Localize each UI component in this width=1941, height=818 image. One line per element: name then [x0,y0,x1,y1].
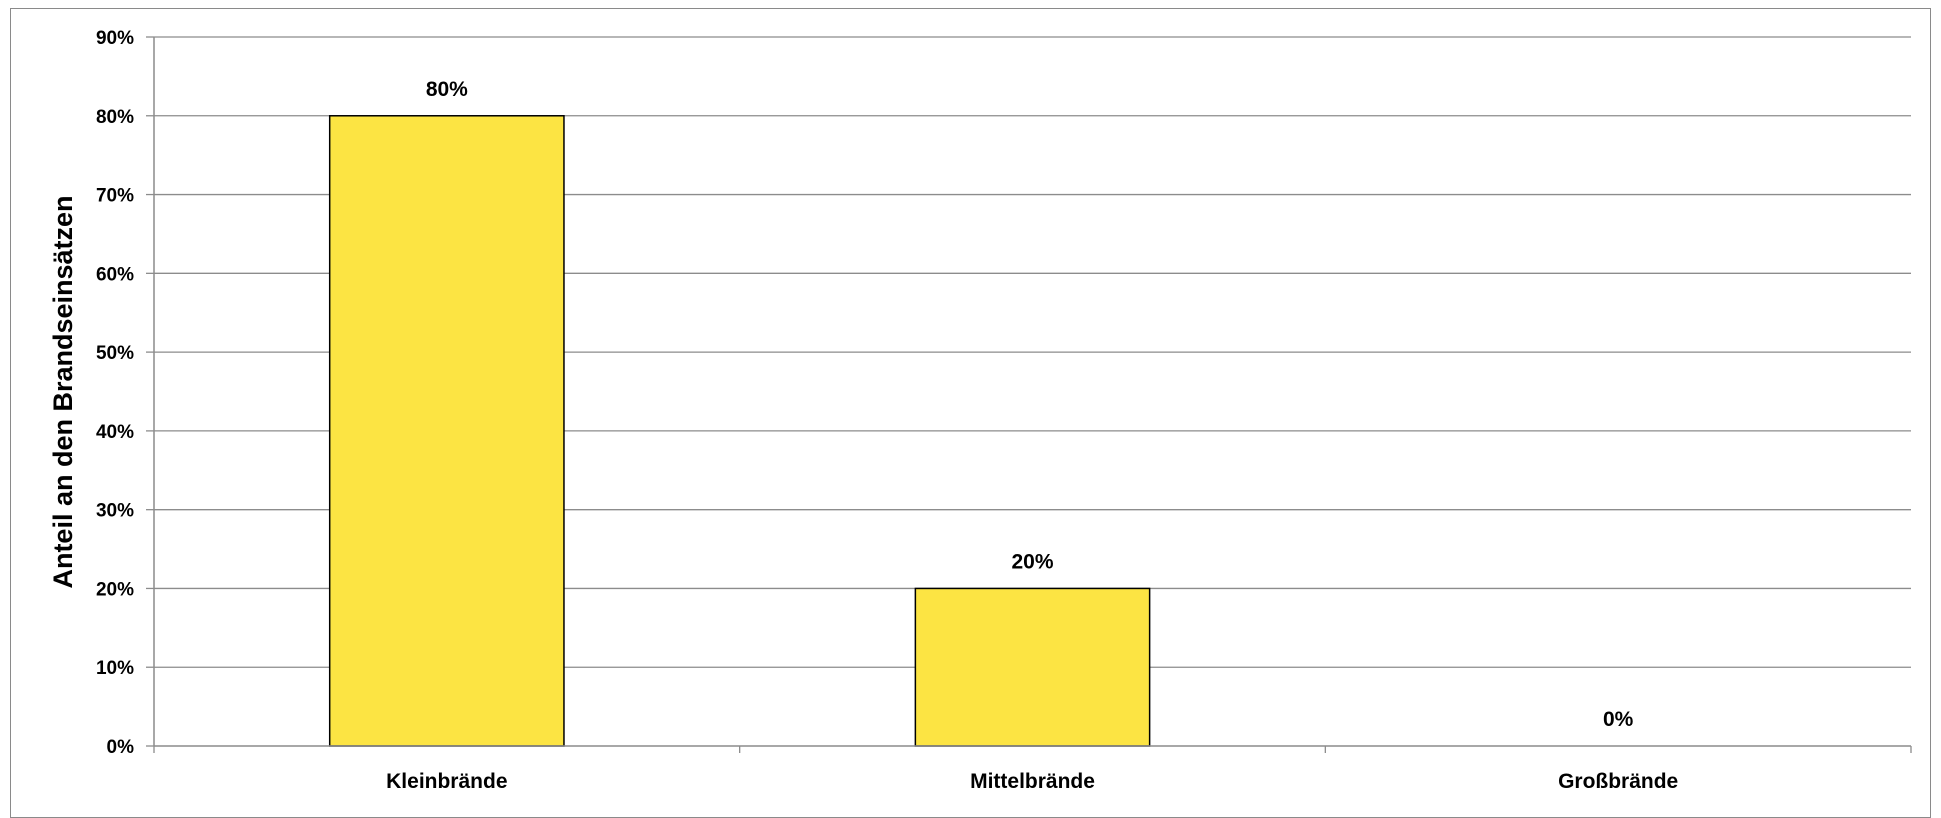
data-label: 0% [1603,708,1634,731]
y-tick-label: 40% [96,422,134,443]
y-tick-label: 10% [96,658,134,679]
y-tick-label: 90% [96,28,134,49]
axes [146,36,1912,753]
y-tick-label: 30% [96,501,134,522]
y-tick-label: 60% [96,264,134,285]
bar [328,115,565,747]
bar [914,587,1151,747]
y-axis-title: Anteil an den Brandseinsätzen [48,195,78,588]
x-tick-label: Großbrände [1558,770,1678,793]
y-tick-label: 50% [96,343,134,364]
x-tick-label: Kleinbrände [386,770,507,793]
y-tick-label: 80% [96,107,134,128]
bars [328,115,1151,747]
x-tick-label: Mittelbrände [970,770,1095,793]
y-tick-label: 0% [107,737,135,758]
data-label: 80% [426,78,468,101]
data-label: 20% [1011,550,1053,573]
y-tick-label: 70% [96,186,134,207]
y-tick-label: 20% [96,579,134,600]
labels: 0% 10% 20% 30% 40% 50% 60% 70% 80% 90% 80% Kleinbrä… [96,28,1678,793]
